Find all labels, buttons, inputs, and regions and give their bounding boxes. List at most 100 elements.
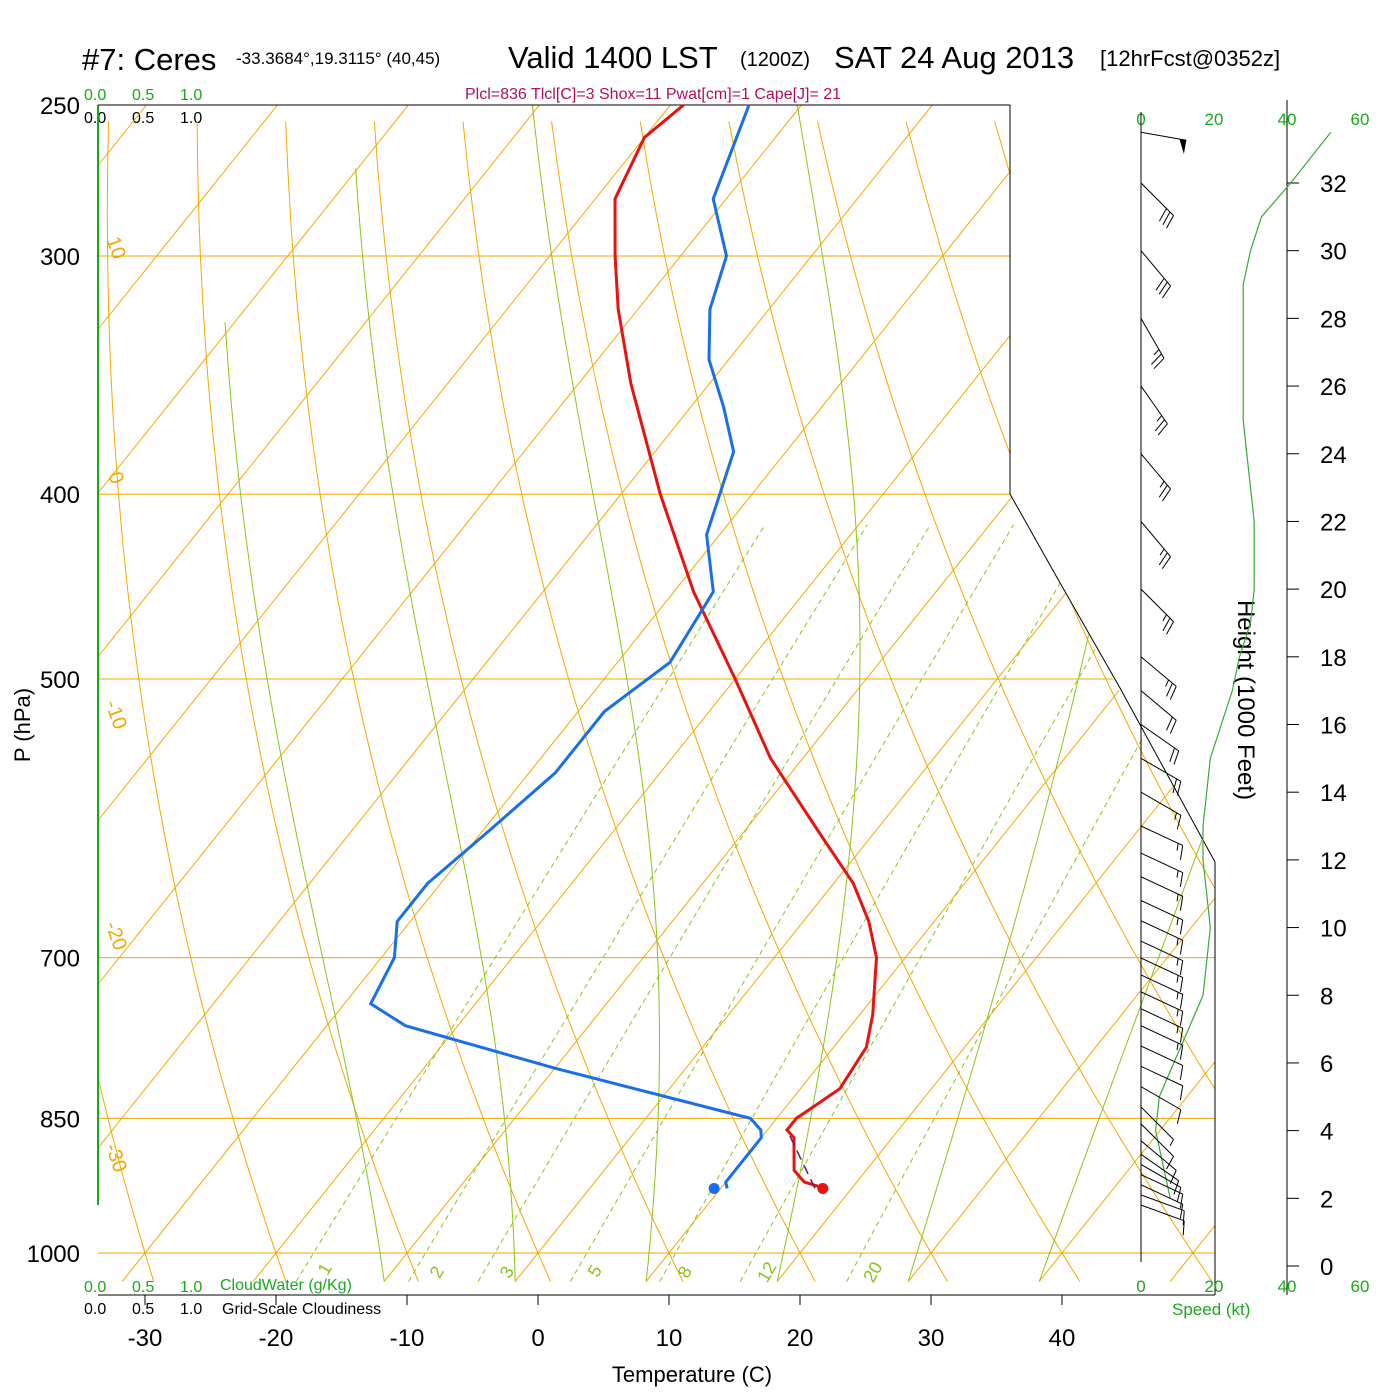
height-tick-label: 22	[1320, 509, 1347, 536]
height-tick-label: 24	[1320, 442, 1347, 469]
cloud-top-black-0: 0.0	[84, 110, 106, 127]
wind-barb-flag	[1158, 208, 1167, 222]
wind-barb-pennant	[1179, 139, 1187, 154]
wind-speed-profile	[1154, 131, 1332, 1199]
wind-barb-staff	[1140, 1065, 1183, 1087]
isotherm-line	[98, 105, 554, 1282]
wind-barb	[1140, 1184, 1184, 1219]
dry-adiabat	[817, 121, 1215, 1282]
cloud-top-green-0: 0.0	[84, 87, 106, 104]
cloud-scale-top: 0.0 0.5 1.0 0.0 0.5 1.0	[84, 87, 202, 127]
dry-adiabat	[98, 121, 155, 1282]
isotherm-line	[514, 105, 1215, 1282]
wind-barb-half-flag	[1174, 812, 1177, 820]
wind-barb-staff	[1140, 588, 1174, 623]
wind-barb-flag	[1179, 1085, 1184, 1101]
wind-barb-flag	[1179, 1065, 1184, 1080]
wind-barb	[1140, 957, 1184, 992]
wind-barb	[1140, 1025, 1184, 1060]
height-tick-label: 8	[1320, 983, 1333, 1010]
cloudiness-label: Grid-Scale Cloudiness	[222, 1301, 381, 1318]
temperature-tick-label: 40	[1049, 1325, 1076, 1352]
wind-barb-half-flag	[1169, 1139, 1174, 1147]
wind-barb-staff	[1140, 656, 1177, 687]
height-tick-label: 6	[1320, 1051, 1333, 1078]
mixing-ratio-label: 2	[426, 1263, 448, 1282]
isotherm-line	[776, 105, 1215, 1282]
wind-barb-half-flag	[1176, 958, 1179, 966]
wind-barb-flag	[1166, 1156, 1174, 1170]
height-tick-label: 0	[1320, 1254, 1333, 1281]
height-tick-label: 18	[1320, 645, 1347, 672]
wind-barb-half-flag	[1176, 938, 1179, 946]
wind-barb-half-flag	[1176, 1026, 1179, 1034]
wind-barb-staff	[1140, 1086, 1182, 1111]
wind-barb	[1140, 900, 1184, 935]
wind-barb-half-flag	[1156, 415, 1163, 422]
wind-barbs	[1140, 131, 1187, 1236]
dewpoint-trace	[368, 104, 763, 1189]
height-tick-label: 32	[1320, 171, 1347, 198]
isotherm-line	[98, 105, 816, 1282]
wind-barb-staff	[1140, 957, 1183, 978]
cloud-scale-bottom: 0.0 0.5 1.0 CloudWater (g/Kg) 0.0 0.5 1.…	[84, 1277, 381, 1318]
wind-barb-flag	[1179, 994, 1184, 1009]
wind-barb-flag	[1179, 1045, 1184, 1060]
wind-barb-flag	[1179, 1028, 1184, 1043]
wind-barb-flag	[1173, 1180, 1180, 1195]
wind-barb-half-flag	[1176, 870, 1179, 878]
wind-barb	[1140, 940, 1184, 975]
mixing-ratio-label: 20	[859, 1258, 886, 1285]
cloud-bottom-black-2: 1.0	[180, 1301, 202, 1318]
indices-line: Plcl=836 Tlcl[C]=3 Shox=11 Pwat[cm]=1 Ca…	[465, 86, 841, 103]
wind-speed-axis: 0 0 20 20 40 40 60 60	[1136, 110, 1369, 1296]
cloud-bottom-black-0: 0.0	[84, 1301, 106, 1318]
cloud-top-green-1: 0.5	[132, 87, 154, 104]
moist-adiabat	[224, 322, 385, 1282]
isotherm-label: 0	[103, 469, 127, 487]
wind-barb-flag	[1162, 617, 1171, 632]
pressure-tick-label: 1000	[27, 1241, 80, 1268]
wind-barb-flag	[1169, 747, 1176, 762]
speed-tick-bottom: 0	[1136, 1277, 1145, 1296]
wind-barb-staff	[1140, 876, 1183, 897]
temperature-tick-label: -20	[259, 1325, 294, 1352]
wind-barb	[1140, 724, 1180, 765]
wind-barb	[1140, 250, 1171, 299]
pressure-tick-label: 700	[40, 946, 80, 973]
wind-barb-flag	[1179, 872, 1184, 888]
wind-barb-flag	[1172, 778, 1177, 794]
wind-barb	[1140, 1045, 1184, 1080]
surface-dewpoint-marker	[708, 1182, 720, 1194]
wind-barb	[1140, 876, 1184, 911]
dry-adiabat	[905, 121, 1215, 1282]
isotherm-line	[98, 105, 423, 1282]
dry-adiabat	[196, 121, 419, 1282]
isotherm-line	[0, 88, 29, 1281]
wind-barb	[1140, 825, 1184, 860]
mixing-ratio-line	[569, 524, 1015, 1282]
wind-barb-flag	[1179, 977, 1184, 992]
pressure-axis: 250 300 400 500 700 850 1000	[27, 93, 80, 1268]
wind-barb	[1140, 1194, 1185, 1226]
wind-barb-staff	[1140, 131, 1187, 141]
wind-barb	[1140, 1140, 1177, 1184]
isotherm-label: 10	[101, 234, 129, 262]
speed-tick-bottom: 40	[1278, 1277, 1297, 1296]
wind-barb	[1140, 1086, 1182, 1124]
wind-barb	[1140, 1204, 1185, 1236]
height-tick-label: 4	[1320, 1119, 1333, 1146]
height-tick-label: 16	[1320, 713, 1347, 740]
isotherm-label: -10	[100, 698, 131, 733]
wind-barb	[1140, 385, 1168, 436]
surface-temp-marker	[817, 1182, 829, 1194]
wind-barb-staff	[1140, 974, 1183, 995]
wind-barb-flag	[1182, 1210, 1185, 1226]
speed-tick-bottom: 60	[1351, 1277, 1370, 1296]
wind-barb-half-flag	[1153, 349, 1160, 356]
speed-tick-top: 20	[1205, 110, 1224, 129]
wind-barb	[1140, 318, 1165, 370]
dry-adiabat	[1171, 121, 1215, 1282]
